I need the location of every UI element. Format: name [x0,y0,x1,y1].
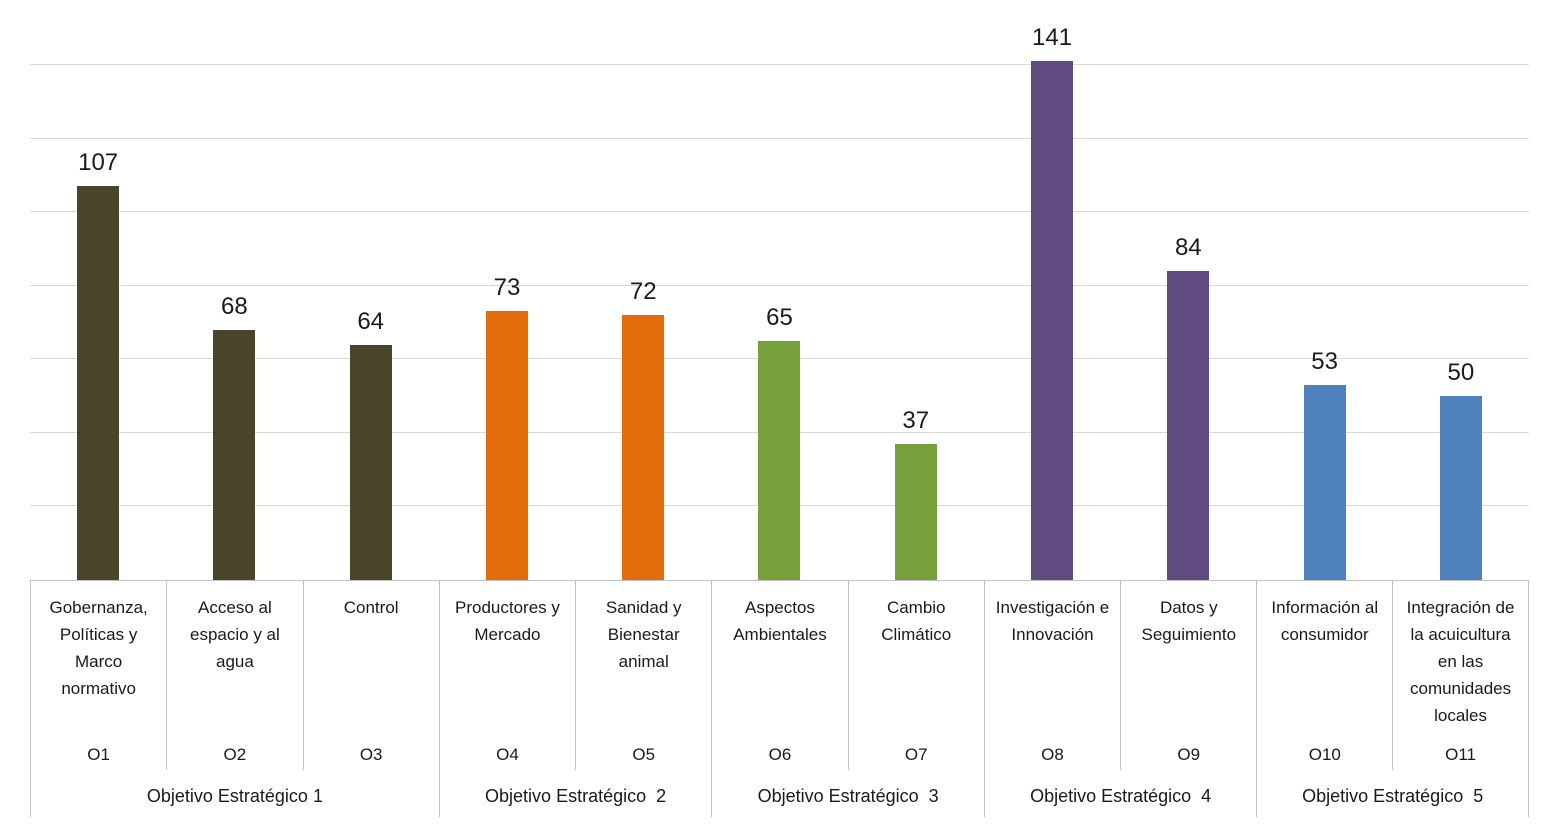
gridline-140 [30,64,1529,65]
bar-O11 [1439,396,1482,580]
category-code-O8: O8 [1041,745,1064,765]
category-code-O2: O2 [223,745,247,765]
value-label-O7: 37 [902,406,930,434]
category-label-O6: Aspectos Ambientales [733,598,827,644]
group-5: Información al consumidor O10 Integración … [1256,581,1529,817]
category-cell-O4: Productores y Mercado O4 [440,581,577,771]
category-code-O9: O9 [1177,745,1201,765]
category-label-O7: Cambio Climático [881,598,952,644]
category-cell-O11: Integración de la acuicultura en las com… [1393,581,1528,770]
group-5-categories: Información al consumidor O10 Integración … [1257,581,1528,771]
category-cell-O10: Información al consumidor O10 [1257,581,1394,771]
bar-slot-O9: 84 [1120,0,1256,580]
bar-O8 [1031,61,1074,580]
value-label-O8: 141 [1032,24,1073,52]
bar-slot-O8: 141 [984,0,1120,580]
category-cell-O9: Datos y Seguimiento O9 [1121,581,1256,770]
group-3-categories: Aspectos Ambientales O6 Cambio Climático O7 [712,581,984,771]
bar-slot-O3: 64 [303,0,439,580]
bar-slot-O1: 107 [30,0,166,580]
value-label-O2: 68 [221,292,248,320]
plot-area: 107 68 64 73 72 65 37 141 84 53 50 [30,0,1529,580]
group-2-categories: Productores y Mercado O4 Sanidad y Bienest… [440,581,712,771]
group-label-row-5: Objetivo Estratégico 5 [1257,770,1528,817]
bar-slot-O5: 72 [575,0,711,580]
bar-O4 [485,311,528,580]
category-label-O8: Investigación e Innovación [995,598,1110,644]
category-cell-O7: Cambio Climático O7 [849,581,984,770]
category-cell-O8: Investigación e Innovación O8 [985,581,1122,771]
category-label-O9: Datos y Seguimiento [1141,598,1237,644]
bar-O10 [1303,385,1346,580]
bar-O9 [1167,271,1210,580]
category-code-O11: O11 [1445,745,1476,765]
category-cell-O2: Acceso al espacio y al agua O2 [167,581,304,771]
value-label-O3: 64 [357,307,385,335]
category-axis: Gobernanza, Políticas y Marco normativo O… [30,580,1529,817]
category-label-O2: Acceso al espacio y al agua [190,598,280,671]
group-1-categories: Gobernanza, Políticas y Marco normativo O… [31,581,439,771]
category-code-O1: O1 [87,745,110,765]
bar-slot-O11: 50 [1393,0,1529,580]
bar-slot-O7: 37 [848,0,984,580]
group-label-row-2: Objetivo Estratégico 2 [440,770,712,817]
category-code-O4: O4 [496,745,519,765]
bar-slot-O10: 53 [1256,0,1392,580]
category-code-O3: O3 [359,745,383,765]
group-label-5: Objetivo Estratégico 5 [1302,786,1484,807]
category-cell-O5: Sanidad y Bienestar animal O5 [576,581,711,770]
group-3: Aspectos Ambientales O6 Cambio Climático O7… [711,581,984,817]
category-code-O10: O10 [1308,745,1341,765]
group-label-3: Objetivo Estratégico 3 [757,786,939,807]
group-1: Gobernanza, Políticas y Marco normativo O… [30,581,439,817]
group-4-categories: Investigación e Innovación O8 Datos y Segu… [985,581,1257,771]
gridline-100 [30,211,1529,212]
group-2: Productores y Mercado O4 Sanidad y Bienest… [438,581,712,817]
group-4: Investigación e Innovación O8 Datos y Segu… [983,581,1257,817]
category-label-O3: Control [343,598,399,617]
group-label-4: Objetivo Estratégico 4 [1030,786,1212,807]
category-label-O1: Gobernanza, Políticas y Marco normativo [49,598,148,698]
group-label-row-3: Objetivo Estratégico 3 [712,770,984,817]
gridline-120 [30,138,1529,139]
category-code-O6: O6 [768,745,792,765]
bar-O3 [349,344,392,580]
category-code-O7: O7 [904,745,928,765]
bar-O2 [213,329,256,580]
group-label-2: Objetivo Estratégico 2 [485,786,667,807]
value-label-O9: 84 [1174,234,1202,261]
bar-O5 [622,315,665,580]
category-label-O10: Información al consumidor [1271,598,1379,644]
group-label-row-4: Objetivo Estratégico 4 [985,770,1257,817]
value-label-O4: 73 [493,274,521,302]
group-label-row-1: Objetivo Estratégico 1 [31,770,439,817]
bar-O6 [758,340,801,580]
category-cell-O6: Aspectos Ambientales O6 [712,581,849,771]
bar-O7 [894,443,937,580]
category-label-O5: Sanidad y Bienestar animal [605,598,682,671]
value-label-O5: 72 [629,278,657,306]
value-label-O1: 107 [78,149,119,177]
bar-slot-O4: 73 [439,0,575,580]
value-label-O11: 50 [1447,359,1475,387]
category-cell-O1: Gobernanza, Políticas y Marco normativo O… [31,581,168,771]
gridline-80 [30,285,1529,286]
category-label-O4: Productores y Mercado [455,598,560,644]
category-cell-O3: Control O3 [304,581,439,770]
category-label-O11: Integración de la acuicultura en las com… [1406,598,1515,725]
value-label-O6: 65 [766,303,793,331]
bar-slot-O2: 68 [166,0,302,580]
group-label-1: Objetivo Estratégico 1 [146,786,323,807]
bar-slot-O6: 65 [711,0,847,580]
bar-O1 [77,186,120,580]
value-label-O10: 53 [1311,348,1338,376]
category-code-O5: O5 [632,745,656,765]
